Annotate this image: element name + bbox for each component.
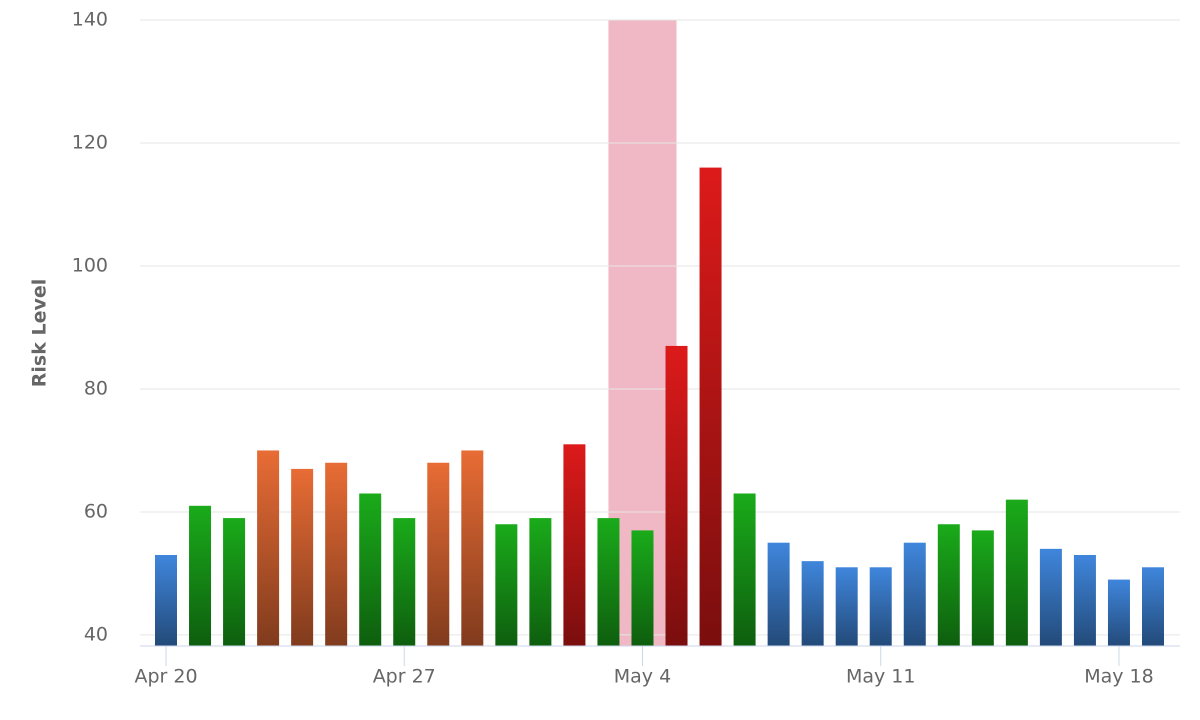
y-tick-label: 100 bbox=[72, 254, 108, 276]
bar bbox=[631, 530, 654, 646]
y-axis-title: Risk Level bbox=[29, 279, 51, 387]
bar bbox=[835, 567, 858, 646]
bar bbox=[495, 524, 518, 646]
bar bbox=[1073, 554, 1096, 646]
bar bbox=[155, 554, 177, 646]
bar bbox=[903, 542, 926, 646]
x-tick-label: Apr 20 bbox=[134, 666, 197, 688]
bar bbox=[1142, 567, 1164, 646]
bar bbox=[325, 462, 348, 646]
bar bbox=[937, 524, 960, 646]
x-tick-label: Apr 27 bbox=[373, 666, 436, 688]
y-tick-label: 40 bbox=[84, 623, 108, 645]
bar bbox=[869, 567, 892, 646]
bar bbox=[563, 444, 586, 646]
bar bbox=[733, 493, 756, 646]
bar bbox=[291, 468, 314, 646]
y-tick-label: 140 bbox=[72, 9, 108, 31]
bar bbox=[1107, 579, 1130, 646]
y-tick-label: 80 bbox=[84, 377, 108, 399]
bar bbox=[461, 450, 484, 646]
bar bbox=[699, 167, 722, 646]
bar bbox=[529, 518, 552, 646]
bar bbox=[971, 530, 994, 646]
x-tick-label: May 11 bbox=[846, 666, 916, 688]
bar bbox=[223, 518, 246, 646]
bar bbox=[257, 450, 280, 646]
bar bbox=[1039, 548, 1062, 646]
bar bbox=[427, 462, 450, 646]
bar bbox=[597, 518, 620, 646]
x-tick-label: May 4 bbox=[614, 666, 671, 688]
bar bbox=[393, 518, 416, 646]
bar bbox=[801, 561, 824, 646]
bar bbox=[665, 345, 688, 646]
y-tick-label: 60 bbox=[84, 500, 108, 522]
bar bbox=[359, 493, 382, 646]
bar bbox=[189, 505, 212, 646]
x-tick-label: May 18 bbox=[1084, 666, 1154, 688]
bar bbox=[1005, 499, 1028, 646]
y-tick-label: 120 bbox=[72, 131, 108, 153]
bar bbox=[767, 542, 790, 646]
